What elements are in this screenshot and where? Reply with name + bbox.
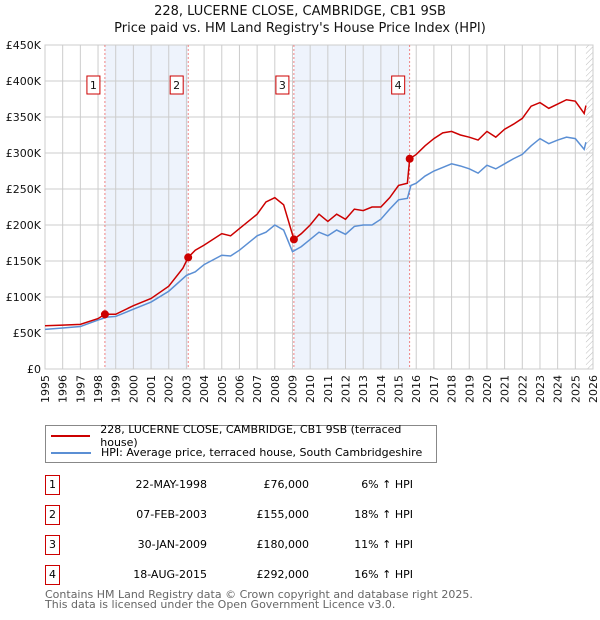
x-tick-label: 2022	[516, 375, 529, 403]
x-tick-label: 2005	[216, 375, 229, 403]
y-tick-label: £150K	[6, 255, 42, 268]
x-tick-label: 2003	[180, 375, 193, 403]
sale-price: £155,000	[256, 508, 310, 521]
sale-label: 1	[90, 79, 97, 92]
y-tick-label: £200K	[6, 219, 42, 232]
x-tick-label: 2004	[198, 375, 211, 403]
x-tick-label: 2008	[269, 375, 282, 403]
x-tick-label: 2011	[322, 375, 335, 403]
x-tick-label: 1997	[74, 375, 87, 403]
footer: Contains HM Land Registry data © Crown c…	[45, 588, 473, 611]
sale-point	[289, 235, 298, 244]
sale-label-box	[391, 75, 406, 95]
x-tick-label: 2007	[251, 375, 264, 403]
y-tick-label: £50K	[13, 327, 42, 340]
x-tick-label: 1995	[39, 375, 52, 403]
plot-frame	[44, 44, 594, 370]
footer-line1: Contains HM Land Registry data © Crown c…	[45, 588, 473, 601]
footer-line2: This data is licensed under the Open Gov…	[45, 598, 396, 611]
sale-label: 4	[395, 79, 402, 92]
y-tick-label: £350K	[6, 111, 42, 124]
sale-point	[100, 310, 109, 319]
sale-hpi-change: 6% ↑ HPI	[361, 478, 413, 491]
sale-row: 4 18-AUG-2015 £292,000 16% ↑ HPI	[45, 565, 465, 585]
sale-number: 3	[45, 535, 60, 555]
y-tick-label: £300K	[6, 147, 42, 160]
x-tick-label: 2015	[393, 375, 406, 403]
sale-label-box	[86, 75, 101, 95]
sale-label-box	[275, 75, 290, 95]
x-tick-label: 2018	[446, 375, 459, 403]
x-tick-label: 2012	[340, 375, 353, 403]
sale-price: £180,000	[256, 538, 310, 551]
sale-point	[184, 253, 193, 262]
sale-point	[405, 154, 414, 163]
x-tick-label: 2010	[304, 375, 317, 403]
y-tick-label: £450K	[6, 39, 42, 52]
sale-date: 30-JAN-2009	[137, 538, 207, 551]
x-tick-label: 2013	[357, 375, 370, 403]
sale-price: £76,000	[263, 478, 310, 491]
legend-label-hpi: HPI: Average price, terraced house, Sout…	[101, 446, 423, 459]
price-chart: 1995 1996 1997 1998 1999 2000 2001 2002 2003 2004…	[6, 39, 600, 403]
sale-label-box	[169, 75, 184, 95]
sale-label: 2	[173, 79, 180, 92]
sale-hpi-change: 16% ↑ HPI	[354, 568, 413, 581]
sale-row: 3 30-JAN-2009 £180,000 11% ↑ HPI	[45, 535, 465, 555]
x-tick-label: 2024	[552, 375, 565, 403]
sale-row: 2 07-FEB-2003 £155,000 18% ↑ HPI	[45, 505, 465, 525]
x-tick-label: 2021	[499, 375, 512, 403]
x-tick-label: 1996	[57, 375, 70, 403]
hpi-line	[44, 136, 587, 331]
x-tick-label: 2017	[428, 375, 441, 403]
property-price-line	[44, 98, 587, 327]
x-tick-label: 1999	[110, 375, 123, 403]
sale-number: 4	[45, 565, 60, 585]
y-tick-label: £400K	[6, 75, 42, 88]
x-tick-label: 2025	[569, 375, 582, 403]
sale-price: £292,000	[256, 568, 310, 581]
shaded-period	[293, 45, 410, 369]
x-tick-label: 2026	[587, 375, 600, 403]
legend-label-property: 228, LUCERNE CLOSE, CAMBRIDGE, CB1 9SB (…	[100, 422, 402, 449]
y-tick-label: £0	[27, 363, 41, 376]
sale-number: 2	[45, 505, 60, 525]
legend-red-line	[51, 434, 91, 437]
sale-hpi-change: 11% ↑ HPI	[354, 538, 413, 551]
x-tick-label: 2000	[127, 375, 140, 403]
chart-subtitle: Price paid vs. HM Land Registry's House …	[114, 21, 486, 36]
legend-blue-line	[51, 451, 91, 454]
sale-date: 07-FEB-2003	[136, 508, 207, 521]
sale-row: 1 22-MAY-1998 £76,000 6% ↑ HPI	[45, 475, 465, 495]
x-tick-label: 2023	[534, 375, 547, 403]
x-tick-label: 2019	[463, 375, 476, 403]
x-tick-label: 2009	[286, 375, 299, 403]
x-tick-label: 2020	[481, 375, 494, 403]
y-tick-label: £100K	[6, 291, 42, 304]
chart-title: 228, LUCERNE CLOSE, CAMBRIDGE, CB1 9SB	[154, 4, 446, 19]
sale-label: 3	[279, 79, 286, 92]
forecast-hatch	[585, 45, 593, 369]
x-tick-label: 2002	[163, 375, 176, 403]
sale-number: 1	[45, 475, 60, 495]
x-tick-label: 1998	[92, 375, 105, 403]
sale-hpi-change: 18% ↑ HPI	[354, 508, 413, 521]
sale-date: 18-AUG-2015	[133, 568, 207, 581]
x-tick-label: 2016	[410, 375, 423, 403]
y-tick-label: £250K	[6, 183, 42, 196]
x-tick-label: 2014	[375, 375, 388, 403]
legend: 228, LUCERNE CLOSE, CAMBRIDGE, CB1 9SB (…	[45, 422, 437, 463]
sale-date: 22-MAY-1998	[135, 478, 207, 491]
x-tick-label: 2006	[233, 375, 246, 403]
x-tick-label: 2001	[145, 375, 158, 403]
